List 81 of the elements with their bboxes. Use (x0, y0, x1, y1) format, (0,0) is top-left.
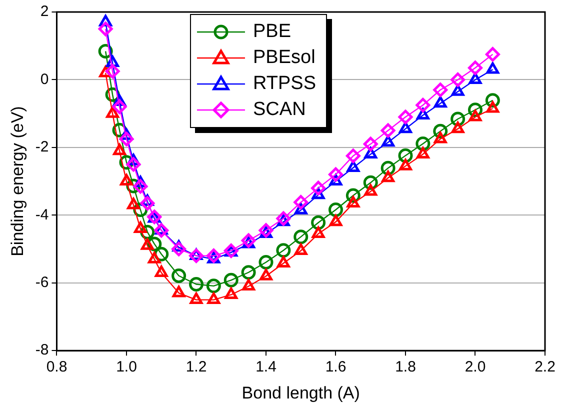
point (416, 146, 430, 158)
point (119, 132, 134, 146)
legend-label: RTPSS (253, 73, 316, 95)
point (148, 252, 161, 264)
point (294, 243, 308, 255)
point (113, 144, 126, 156)
y-axis-title: Binding energy (eV) (8, 106, 27, 256)
point (188, 276, 204, 292)
x-tick-label: 1.4 (256, 358, 276, 376)
point (140, 238, 154, 250)
point (364, 184, 378, 196)
point (398, 110, 413, 124)
point (127, 198, 140, 210)
y-tick-label: 0 (40, 70, 49, 88)
point (328, 167, 343, 182)
point (294, 195, 308, 210)
point (126, 157, 141, 172)
point (224, 287, 238, 299)
x-tick-label: 0.8 (46, 358, 68, 376)
point (363, 136, 378, 152)
point (98, 22, 113, 36)
point (242, 279, 255, 291)
point (294, 230, 308, 244)
x-tick-label: 1.2 (186, 358, 207, 376)
point (133, 179, 148, 194)
point (134, 221, 147, 233)
point (486, 101, 500, 113)
point (451, 122, 464, 134)
point (450, 72, 466, 87)
y-tick-label: -6 (35, 274, 49, 292)
point (468, 60, 482, 76)
point (258, 254, 274, 270)
x-axis-title: Bond length (A) (242, 383, 360, 402)
y-tick-label: 2 (40, 3, 49, 20)
point (154, 265, 168, 277)
point (120, 174, 133, 186)
point (260, 268, 272, 280)
point (224, 272, 238, 288)
point (416, 98, 430, 112)
point (206, 278, 221, 294)
x-tick-label: 1.6 (325, 358, 346, 376)
point (434, 132, 447, 144)
point (190, 292, 203, 304)
point (433, 82, 448, 98)
y-tick-label: -4 (35, 206, 49, 224)
point (105, 64, 120, 79)
x-tick-label: 1.8 (395, 358, 416, 376)
point (329, 214, 342, 226)
point (106, 106, 119, 118)
point (485, 47, 500, 62)
point (468, 110, 482, 122)
point (346, 196, 360, 208)
point (380, 123, 396, 138)
point (207, 292, 220, 304)
point (112, 100, 127, 114)
x-tick-label: 2.0 (464, 358, 486, 376)
point (241, 265, 256, 280)
point (172, 242, 186, 256)
point (382, 170, 395, 182)
point (140, 196, 155, 211)
point (276, 243, 291, 258)
x-tick-label: 1.0 (116, 358, 137, 376)
legend-label: PBEsol (253, 47, 316, 69)
point (328, 202, 343, 217)
point (311, 180, 326, 196)
point (154, 223, 169, 238)
legend-label: SCAN (253, 99, 306, 121)
point (312, 226, 325, 238)
point (172, 268, 186, 284)
point (434, 96, 447, 108)
point (188, 248, 204, 264)
point (172, 286, 186, 298)
y-tick-label: -2 (35, 138, 49, 156)
x-tick-label: 2.2 (534, 358, 556, 376)
point (311, 215, 326, 230)
point (276, 256, 290, 268)
y-tick-label: -8 (35, 342, 49, 359)
point (486, 62, 500, 74)
legend-label: PBE (253, 21, 292, 43)
point (399, 158, 412, 170)
point (346, 148, 360, 164)
